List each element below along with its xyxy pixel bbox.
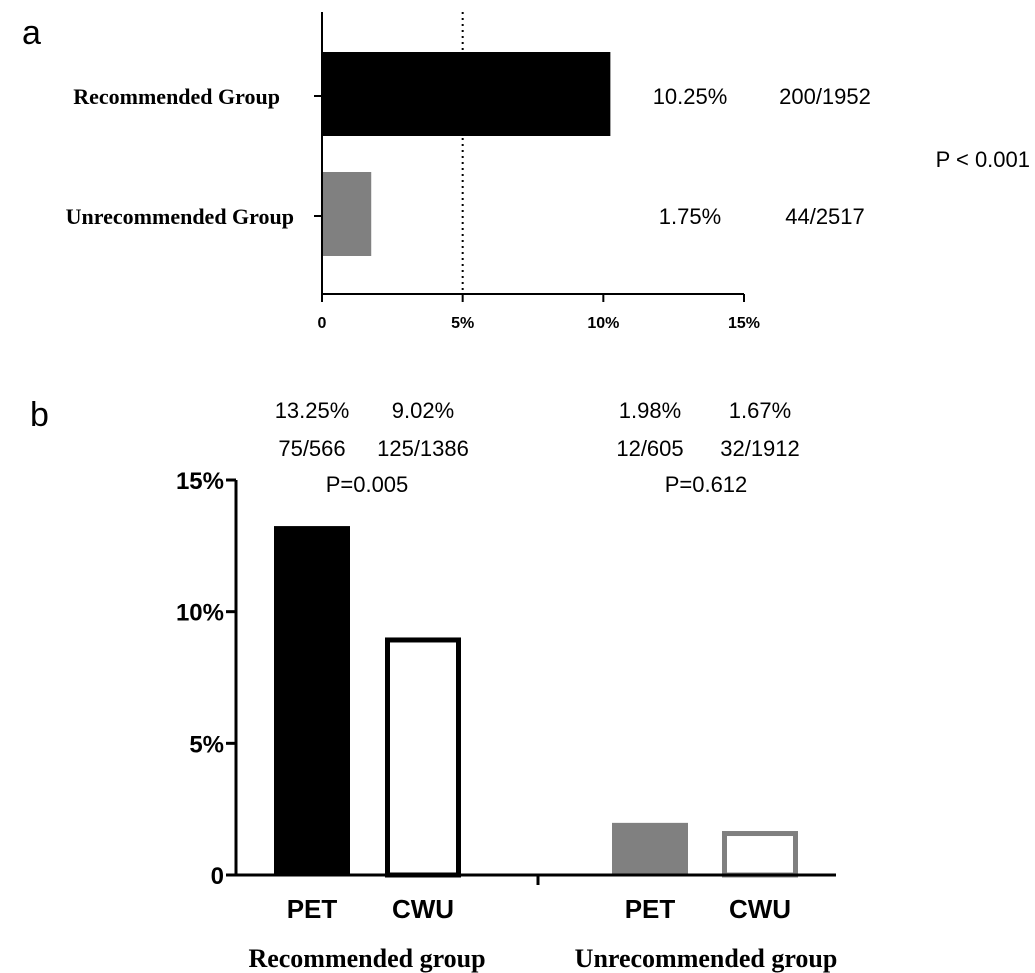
panel-a-count-label: 200/1952 (779, 84, 871, 109)
panel-b-bar-recommended-pet (274, 526, 350, 875)
panel-b-bar-recommended-cwu (385, 637, 461, 878)
panel-b-percent-label: 9.02% (392, 398, 454, 423)
panel-b-count-label: 125/1386 (377, 436, 469, 461)
panel-b-y-tick-label: 15% (176, 468, 224, 495)
panel-b-count-label: 32/1912 (720, 436, 800, 461)
panel-b-chart: 0 5% 10% 15% PET 13.25% 75/566 CWU 9.02% 125/1386… (176, 398, 837, 973)
panel-a-bar-recommended (322, 52, 611, 136)
panel-a-x-tick-label: 10% (587, 315, 619, 332)
panel-b-group-label: Recommended group (248, 944, 485, 973)
panel-b-letter: b (30, 396, 49, 434)
panel-b-x-category-label: CWU (729, 894, 791, 924)
panel-b-y-tick-label: 10% (176, 600, 224, 627)
panel-b-percent-label: 1.67% (729, 398, 791, 423)
panel-a-x-tick-label: 5% (451, 315, 474, 332)
panel-a-letter: a (22, 14, 41, 52)
panel-a-category-label: Unrecommended Group (66, 204, 294, 229)
panel-b-percent-label: 13.25% (275, 398, 350, 423)
panel-a-chart: Recommended Group Unrecommended Group 0 5% 1… (66, 12, 1030, 332)
panel-b-p-value: P=0.612 (665, 472, 748, 497)
panel-b-count-label: 75/566 (278, 436, 345, 461)
panel-b-group-label: Unrecommended group (575, 944, 838, 973)
panel-a-bar-unrecommended (322, 172, 372, 256)
panel-a-count-label: 44/2517 (785, 204, 865, 229)
panel-a-x-tick-label: 0 (318, 315, 327, 332)
panel-b-count-label: 12/605 (616, 436, 683, 461)
panel-b-y-tick-label: 5% (189, 731, 224, 758)
panel-b-bar-unrecommended-cwu (722, 831, 798, 878)
panel-b-bar-unrecommended-pet (612, 822, 688, 875)
panel-b-percent-label: 1.98% (619, 398, 681, 423)
panel-b-x-category-label: PET (625, 894, 676, 924)
panel-a-value-label: 10.25% (653, 84, 728, 109)
panel-a-x-tick-label: 15% (728, 315, 760, 332)
panel-a-p-value: P < 0.001 (936, 147, 1030, 172)
panel-b-p-value: P=0.005 (326, 472, 409, 497)
panel-a-value-label: 1.75% (659, 204, 721, 229)
panel-b-y-tick-label: 0 (211, 863, 224, 890)
panel-a-category-label: Recommended Group (73, 84, 280, 109)
panel-b-x-category-label: CWU (392, 894, 454, 924)
panel-b-x-category-label: PET (287, 894, 338, 924)
